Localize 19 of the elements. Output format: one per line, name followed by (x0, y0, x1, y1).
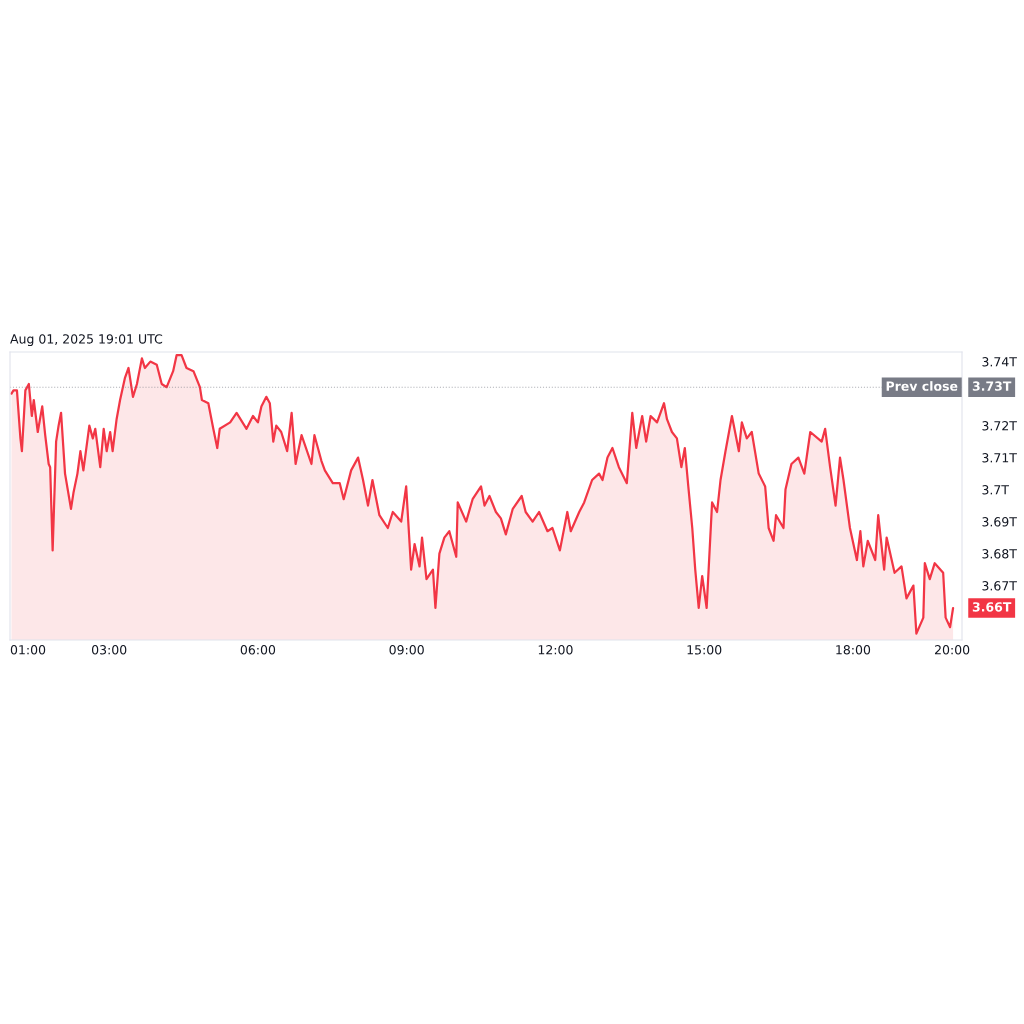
chart-title: Aug 01, 2025 19:01 UTC (10, 334, 163, 347)
x-tick-label: 20:00 (934, 645, 970, 655)
x-tick-label: 18:00 (836, 645, 871, 655)
text: 3.73T (972, 381, 1012, 391)
x-tick-label: 06:00 (240, 645, 276, 655)
x-tick-label: 15:00 (687, 645, 722, 655)
y-tick-label: 3.71T (982, 453, 1017, 463)
ref-line-label: Prev close (886, 381, 958, 391)
y-tick-label: 3.74T (982, 357, 1017, 367)
x-tick-label: 09:00 (389, 645, 424, 655)
x-tick-label: 03:00 (91, 645, 127, 655)
y-tick-label: 3.72T (982, 421, 1017, 431)
y-tick-label: 3.67T (982, 581, 1017, 591)
y-tick-label: 3.7T (982, 485, 1009, 495)
x-tick-label: 01:00 (10, 645, 46, 655)
text: 3.66T (972, 602, 1012, 612)
x-tick-label: 12:00 (538, 645, 573, 655)
y-tick-label: 3.69T (982, 517, 1017, 527)
y-tick-label: 3.68T (982, 549, 1017, 559)
